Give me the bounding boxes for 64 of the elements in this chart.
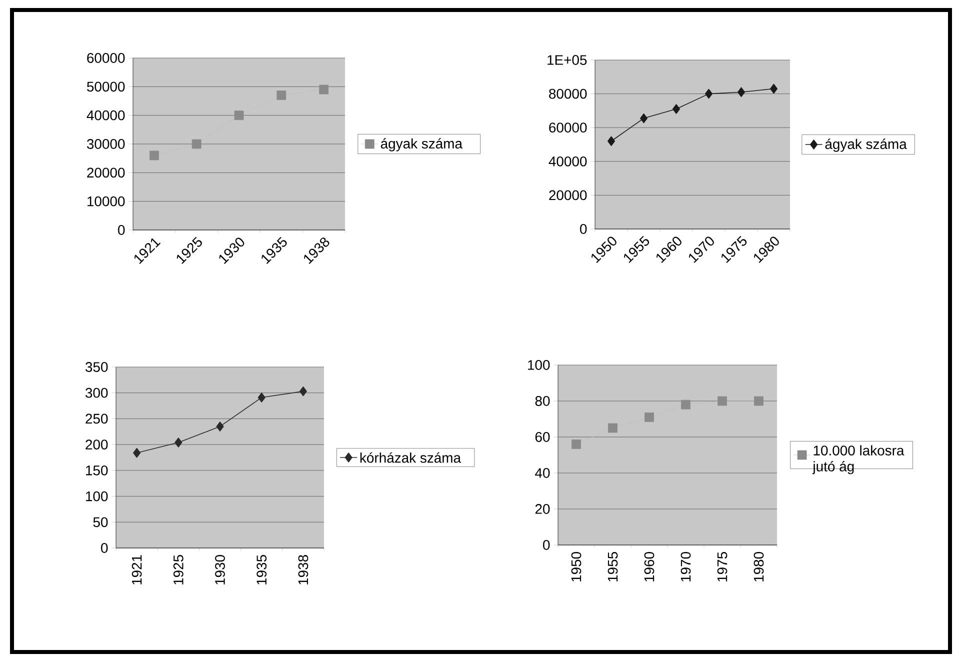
x-tick-label: 1980 — [754, 552, 764, 582]
y-tick-label: 40000 — [548, 156, 587, 166]
y-tick-label: 60000 — [549, 122, 587, 133]
point — [319, 84, 329, 94]
y-tick-label: 10000 — [88, 196, 125, 206]
point — [216, 422, 224, 432]
point — [770, 84, 778, 94]
legend-label: ágyak száma — [380, 138, 462, 152]
y-tick-label: 0 — [101, 543, 108, 553]
x-tick-label: 1935 — [256, 555, 267, 584]
point — [737, 87, 746, 98]
point — [258, 392, 266, 402]
y-tick-label: 30000 — [86, 139, 125, 149]
y-tick-label: 50000 — [87, 82, 125, 92]
point — [572, 440, 581, 449]
point — [704, 88, 713, 99]
point — [133, 448, 141, 458]
point — [276, 90, 286, 100]
x-tick-label: 1921 — [132, 555, 142, 584]
y-tick-label: 1E+05 — [548, 55, 587, 65]
point — [607, 136, 616, 146]
x-tick-label: 1960 — [644, 552, 654, 582]
point — [174, 438, 182, 448]
y-tick-label: 40000 — [86, 110, 125, 120]
x-tick-label: 1930 — [215, 554, 225, 584]
y-tick-label: 150 — [86, 465, 108, 476]
y-tick-label: 0 — [543, 540, 550, 550]
y-tick-label: 80000 — [549, 88, 587, 99]
legend-label: 10.000 lakosra jutó ág — [812, 445, 904, 474]
y-tick-label: 20000 — [549, 190, 587, 200]
point — [754, 396, 764, 406]
y-tick-label: 200 — [86, 440, 108, 450]
point — [672, 104, 680, 114]
x-tick-label: 1975 — [717, 552, 728, 582]
legend-label: kórházak száma — [360, 452, 462, 463]
x-tick-label: 1925 — [173, 555, 184, 584]
x-tick-label: 1938 — [298, 555, 308, 584]
point — [150, 150, 159, 160]
y-tick-label: 0 — [580, 224, 587, 234]
y-tick-label: 40 — [535, 468, 550, 478]
y-tick-label: 80 — [535, 396, 550, 406]
y-tick-label: 250 — [86, 414, 108, 424]
x-tick-label: 1950 — [571, 552, 582, 582]
y-tick-label: 0 — [118, 225, 125, 235]
point — [718, 396, 727, 406]
y-tick-label: 60 — [535, 432, 550, 442]
point — [192, 139, 202, 149]
x-tick-label: 1970 — [680, 552, 691, 582]
x-tick-label: 1955 — [608, 552, 618, 582]
point — [234, 110, 244, 120]
y-tick-label: 60000 — [87, 53, 125, 63]
y-tick-label: 100 — [528, 360, 550, 370]
point — [299, 386, 307, 396]
legend-label: ágyak száma — [825, 138, 907, 152]
point — [640, 113, 648, 124]
y-tick-label: 20 — [535, 504, 550, 514]
y-tick-label: 350 — [86, 362, 108, 372]
y-tick-label: 100 — [86, 491, 108, 502]
y-tick-label: 20000 — [87, 168, 125, 178]
point — [644, 412, 654, 422]
y-tick-label: 50 — [93, 517, 108, 528]
y-tick-label: 300 — [86, 388, 108, 398]
point — [681, 400, 690, 410]
point — [608, 423, 618, 433]
